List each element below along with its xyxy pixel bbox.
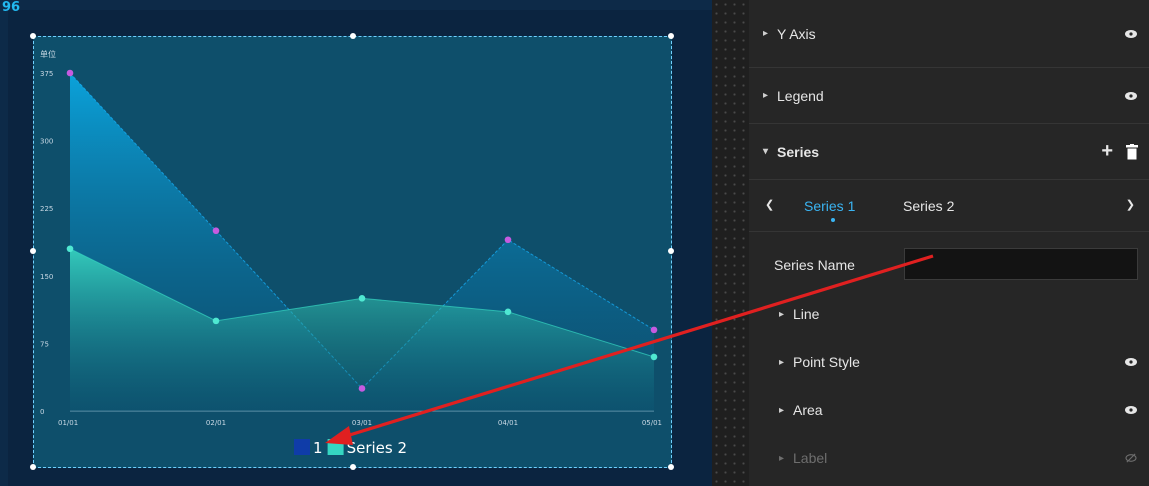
eye-icon[interactable] xyxy=(1123,405,1139,415)
x-tick-label: 05/01 xyxy=(642,419,662,427)
section-point-style-label: Point Style xyxy=(793,354,860,370)
legend-label-1: 1 xyxy=(313,439,323,457)
caret-right-icon: ▸ xyxy=(779,452,785,464)
y-tick-label: 375 xyxy=(40,70,53,78)
x-tick-label: 02/01 xyxy=(206,419,226,427)
area-chart: 单位 0 75 150 225 300 375 01/01 02/01 03/01 04/01 0… xyxy=(40,49,662,457)
caret-right-icon: ▸ xyxy=(779,308,785,320)
add-icon[interactable]: + xyxy=(1101,140,1113,162)
caret-right-icon: ▸ xyxy=(763,28,769,39)
caret-right-icon: ▸ xyxy=(779,404,785,416)
dotted-divider xyxy=(712,0,749,486)
series-name-label: Series Name xyxy=(774,257,855,273)
resize-handle-w[interactable] xyxy=(30,248,36,254)
chart-widget[interactable]: 单位 0 75 150 225 300 375 01/01 02/01 03/01 04/01 0… xyxy=(30,33,674,470)
caret-down-icon: ▾ xyxy=(763,146,769,157)
config-panel: ▸ Y Axis ▸ Legend ▾ Series + ❮ Series 1 … xyxy=(749,0,1149,486)
x-tick-label: 03/01 xyxy=(352,419,372,427)
legend-swatch-1 xyxy=(294,439,310,455)
y-tick-label: 0 xyxy=(40,408,44,416)
point-series-1 xyxy=(650,326,658,334)
resize-handle-se[interactable] xyxy=(668,464,674,470)
ruler-label: 96 xyxy=(2,0,21,15)
y-tick-label: 300 xyxy=(40,138,53,146)
section-line-label: Line xyxy=(793,306,820,322)
section-point-style[interactable]: ▸ Point Style xyxy=(749,338,1149,386)
resize-handle-nw[interactable] xyxy=(30,33,36,39)
point-series-1 xyxy=(212,227,220,235)
y-tick-label: 150 xyxy=(40,273,53,281)
resize-handle-sw[interactable] xyxy=(30,464,36,470)
point-series-1 xyxy=(66,69,74,77)
legend-label-2: Series 2 xyxy=(347,439,407,457)
point-series-2 xyxy=(66,245,74,253)
point-series-2 xyxy=(212,317,220,325)
section-area-label: Area xyxy=(793,402,823,418)
tab-series-2[interactable]: Series 2 xyxy=(903,198,955,214)
tab-series-1[interactable]: Series 1 xyxy=(804,198,856,214)
section-series-label: Series xyxy=(777,143,820,160)
trash-icon[interactable] xyxy=(1125,143,1139,160)
series-tabs: ❮ Series 1 Series 2 ❯ xyxy=(749,180,1149,232)
section-series[interactable]: ▾ Series + xyxy=(749,124,1149,180)
series-name-input[interactable] xyxy=(904,248,1138,280)
section-legend[interactable]: ▸ Legend xyxy=(749,68,1149,124)
point-series-1 xyxy=(504,236,512,244)
resize-handle-e[interactable] xyxy=(668,248,674,254)
y-tick-label: 225 xyxy=(40,205,53,213)
y-axis-label: 单位 xyxy=(40,49,56,59)
resize-handle-s[interactable] xyxy=(350,464,356,470)
eye-icon[interactable] xyxy=(1123,91,1139,101)
caret-right-icon: ▸ xyxy=(763,90,769,101)
resize-handle-ne[interactable] xyxy=(668,33,674,39)
legend-swatch-2 xyxy=(327,439,344,455)
section-label[interactable]: ▸ Label xyxy=(749,434,1149,482)
eye-icon[interactable] xyxy=(1123,357,1139,367)
eye-icon[interactable] xyxy=(1123,29,1139,39)
point-series-2 xyxy=(504,308,512,316)
y-tick-label: 75 xyxy=(40,340,49,348)
left-ruler xyxy=(0,10,8,486)
point-series-2 xyxy=(650,353,658,361)
point-series-2 xyxy=(358,295,366,302)
eye-hidden-icon[interactable] xyxy=(1123,453,1139,463)
section-line[interactable]: ▸ Line xyxy=(749,290,1149,338)
section-area[interactable]: ▸ Area xyxy=(749,386,1149,434)
point-series-1 xyxy=(358,385,366,392)
active-tab-indicator xyxy=(831,218,835,222)
section-label-label: Label xyxy=(793,450,828,466)
resize-handle-n[interactable] xyxy=(350,33,356,39)
section-y-axis[interactable]: ▸ Y Axis xyxy=(749,0,1149,68)
tab-next-icon[interactable]: ❯ xyxy=(1125,199,1135,211)
editor-canvas: 96 单位 0 75 150 225 300 375 01/01 02/01 03/01 04/… xyxy=(0,0,712,486)
section-legend-label: Legend xyxy=(777,87,824,104)
top-ruler xyxy=(0,0,712,10)
x-tick-label: 04/01 xyxy=(498,419,518,427)
tab-prev-icon[interactable]: ❮ xyxy=(765,199,775,211)
caret-right-icon: ▸ xyxy=(779,356,785,368)
x-tick-label: 01/01 xyxy=(58,419,78,427)
section-y-axis-label: Y Axis xyxy=(777,25,816,42)
